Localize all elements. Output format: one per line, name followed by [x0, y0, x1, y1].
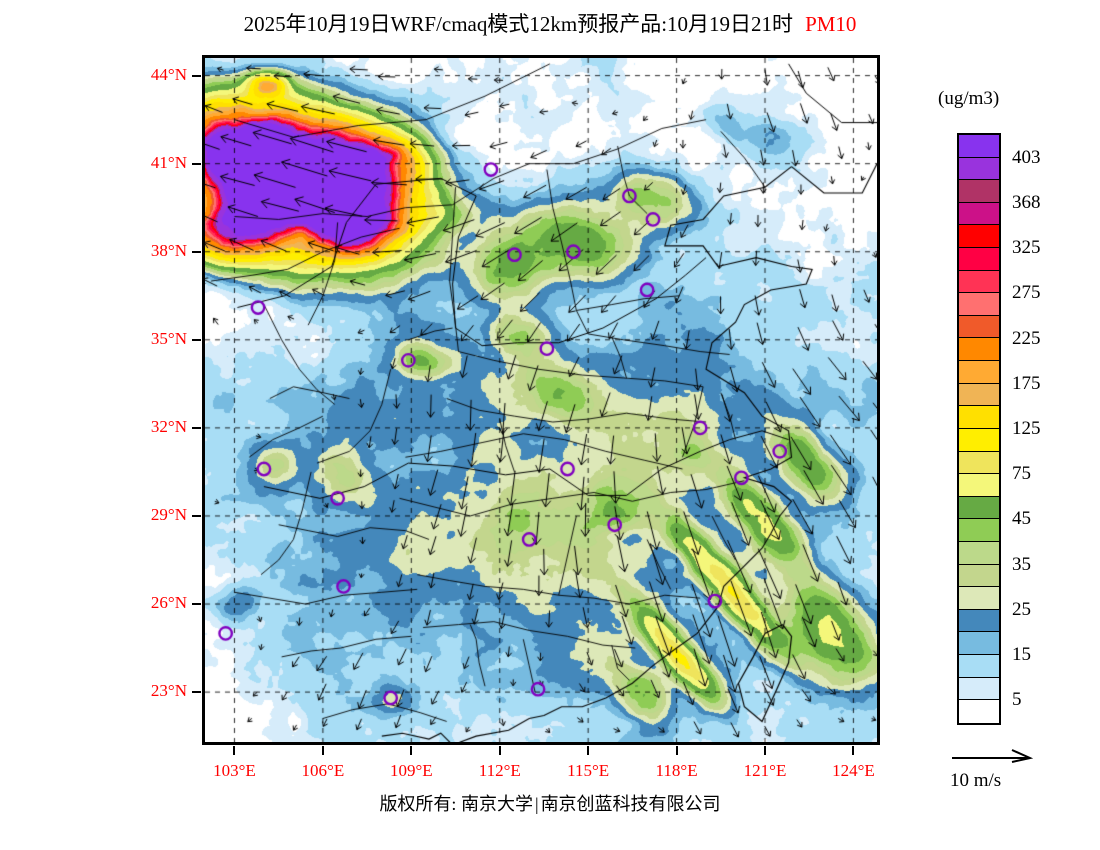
colorbar-label-45: 45: [1012, 508, 1031, 530]
colorbar-band-19: [959, 564, 999, 588]
y-axis-tick-0: [192, 74, 201, 77]
footer-owner: 版权所有: 南京大学: [379, 794, 533, 814]
colorbar-band-5: [959, 248, 999, 271]
colorbar-band-4: [959, 225, 999, 249]
x-axis-label-2: 109°E: [389, 761, 433, 780]
colorbar-label-225: 225: [1012, 327, 1041, 349]
colorbar-band-7: [959, 293, 999, 316]
colorbar-label-368: 368: [1012, 191, 1041, 213]
y-axis-tick-1: [192, 162, 201, 165]
y-axis-label-4: 32°N: [150, 416, 187, 436]
colorbar-label-175: 175: [1012, 372, 1041, 394]
x-axis-tick-1: [321, 746, 324, 755]
colorbar-band-20: [959, 587, 999, 610]
x-axis-label-4: 115°E: [567, 761, 610, 780]
wind-arrow-icon: [952, 749, 1034, 763]
x-axis-label-3: 112°E: [478, 761, 521, 780]
colorbar-band-1: [959, 157, 999, 181]
y-axis-label-5: 29°N: [150, 504, 187, 524]
x-axis-label-0: 103°E: [213, 761, 256, 780]
title-main-text: 2025年10月19日WRF/cmaq模式12km预报产品:10月19日21时: [243, 12, 794, 36]
map-frame: [202, 55, 880, 745]
y-axis-tick-3: [192, 338, 201, 341]
colorbar-band-14: [959, 451, 999, 475]
colorbar-band-13: [959, 428, 999, 452]
x-axis-label-7: 124°E: [832, 761, 875, 780]
x-axis-tick-3: [498, 746, 501, 755]
y-axis-label-7: 23°N: [150, 681, 187, 701]
colorbar-band-2: [959, 180, 999, 203]
colorbar-label-275: 275: [1012, 282, 1041, 304]
colorbar-band-11: [959, 383, 999, 407]
colorbar-band-21: [959, 609, 999, 633]
y-axis-label-2: 38°N: [150, 240, 187, 260]
x-axis-tick-2: [410, 746, 413, 755]
footer-company: 南京创蓝科技有限公司: [540, 794, 721, 814]
colorbar-band-18: [959, 541, 999, 565]
colorbar-units-label: (ug/m3): [938, 88, 1000, 109]
colorbar-band-25: [959, 700, 999, 723]
colorbar-band-16: [959, 496, 999, 520]
colorbar-band-10: [959, 361, 999, 384]
colorbar-label-35: 35: [1012, 553, 1031, 575]
pm10-concentration-map: [205, 58, 877, 742]
map-plot-area[interactable]: [202, 55, 880, 745]
colorbar-label-5: 5: [1012, 689, 1022, 711]
colorbar-band-8: [959, 315, 999, 339]
colorbar-label-15: 15: [1012, 644, 1031, 666]
y-axis-tick-5: [192, 514, 201, 517]
y-axis-label-1: 41°N: [150, 152, 187, 172]
x-axis-tick-0: [233, 746, 236, 755]
title-species-label: PM10: [805, 12, 857, 36]
footer-separator: |: [534, 794, 539, 814]
colorbar[interactable]: [957, 133, 1001, 725]
colorbar-label-325: 325: [1012, 237, 1041, 259]
colorbar-band-24: [959, 677, 999, 701]
colorbar-label-125: 125: [1012, 418, 1041, 439]
y-axis-tick-6: [192, 603, 201, 606]
colorbar-label-403: 403: [1012, 146, 1041, 168]
page-title: 2025年10月19日WRF/cmaq模式12km预报产品:10月19日21时 P…: [0, 8, 1100, 38]
y-axis-label-3: 35°N: [150, 328, 187, 348]
x-axis-label-6: 121°E: [743, 761, 787, 780]
colorbar-band-15: [959, 474, 999, 497]
colorbar-band-9: [959, 338, 999, 362]
colorbar-band-12: [959, 406, 999, 429]
colorbar-band-22: [959, 632, 999, 656]
y-axis-tick-2: [192, 250, 201, 253]
y-axis-label-6: 26°N: [150, 593, 187, 613]
wind-legend-label: 10 m/s: [950, 770, 1002, 791]
x-axis-tick-7: [852, 746, 855, 755]
y-axis-tick-4: [192, 426, 201, 429]
colorbar-band-6: [959, 270, 999, 294]
colorbar-band-3: [959, 202, 999, 226]
colorbar-band-17: [959, 519, 999, 542]
wind-vector-legend: 10 m/s: [950, 748, 1090, 794]
x-axis-label-5: 118°E: [655, 761, 698, 780]
x-axis-tick-4: [587, 746, 590, 755]
colorbar-band-23: [959, 655, 999, 678]
colorbar-label-25: 25: [1012, 598, 1031, 620]
y-axis-label-0: 44°N: [150, 64, 187, 84]
colorbar-band-0: [959, 135, 999, 158]
y-axis-tick-7: [192, 691, 201, 694]
x-axis-tick-6: [764, 746, 766, 755]
x-axis-label-1: 106°E: [301, 761, 345, 780]
copyright-footer: 版权所有: 南京大学 | 南京创蓝科技有限公司: [0, 790, 1100, 816]
x-axis-tick-5: [675, 746, 678, 755]
colorbar-label-75: 75: [1012, 463, 1031, 485]
